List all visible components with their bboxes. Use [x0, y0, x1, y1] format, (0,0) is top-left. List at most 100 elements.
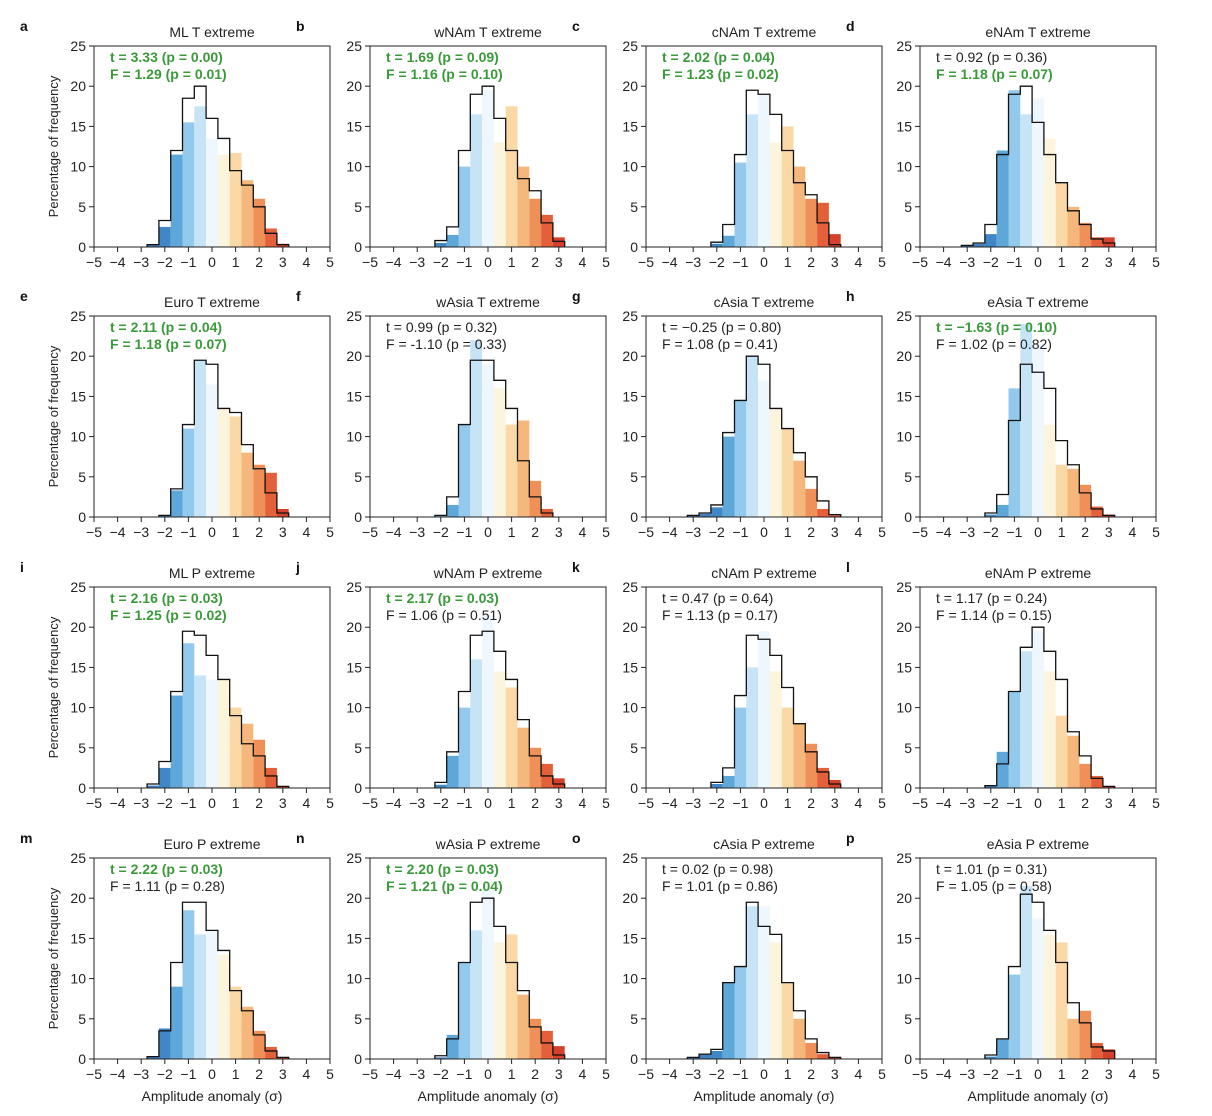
bar	[158, 1028, 171, 1059]
y-tick-label: 10	[622, 159, 638, 175]
y-tick-label: 10	[622, 700, 638, 716]
f-statistic: F = 1.11 (p = 0.28)	[110, 878, 225, 894]
bar	[793, 723, 806, 788]
x-tick-label: −3	[409, 795, 425, 811]
x-tick-label: −4	[110, 1066, 126, 1082]
y-tick-label: 15	[70, 659, 86, 675]
step-line	[686, 901, 842, 1059]
panel-b: b wNAm T extreme−5 −4 −3 −2 −1 0 1 2 3 4 5051015202…	[296, 18, 610, 270]
x-tick-label: 5	[1152, 795, 1160, 811]
x-tick-label: −4	[662, 524, 678, 540]
bar	[194, 106, 207, 247]
x-tick-label: 2	[255, 1066, 263, 1082]
x-tick-label: 0	[760, 1066, 768, 1082]
bar	[817, 767, 829, 788]
x-tick-label: −1	[1006, 1066, 1022, 1082]
x-tick-label: −5	[912, 254, 928, 270]
step-line	[434, 630, 566, 788]
bar	[1043, 934, 1056, 1059]
x-tick-label: 4	[1129, 795, 1137, 811]
bar	[996, 150, 1009, 247]
x-tick-label: −5	[638, 524, 654, 540]
bar	[769, 142, 782, 247]
y-axis-label: Percentage of frequency	[46, 887, 61, 1029]
x-tick-label: 4	[579, 254, 587, 270]
bar	[182, 122, 195, 247]
x-tick-label: 4	[855, 795, 863, 811]
x-tick-label: −3	[685, 795, 701, 811]
x-tick-label: −4	[662, 795, 678, 811]
y-tick-label: 25	[346, 308, 362, 324]
bar	[1067, 735, 1080, 788]
bar	[446, 234, 459, 247]
x-tick-label: 5	[1152, 1066, 1160, 1082]
bar	[722, 982, 735, 1059]
x-tick-label: −5	[638, 254, 654, 270]
t-statistic: t = 2.22 (p = 0.03)	[110, 861, 223, 877]
x-tick-label: −1	[456, 524, 472, 540]
panel-letter: h	[846, 288, 855, 304]
y-tick-label: 0	[78, 780, 86, 796]
x-tick-label: 2	[255, 795, 263, 811]
panel-title: eNAm P extreme	[985, 565, 1092, 581]
bar	[805, 1042, 818, 1059]
x-tick-label: 4	[579, 795, 587, 811]
bar	[182, 643, 195, 788]
x-tick-label: −1	[732, 524, 748, 540]
x-tick-label: −5	[362, 795, 378, 811]
f-statistic: F = 1.29 (p = 0.01)	[110, 66, 227, 82]
x-tick-label: −2	[983, 795, 999, 811]
panel-g: g cAsia T extreme−5 −4 −3 −2 −1 0 1 2 3 4 505101520…	[572, 288, 886, 540]
bar	[734, 400, 747, 517]
x-tick-label: 3	[1105, 254, 1113, 270]
bar	[470, 340, 483, 517]
bar	[817, 202, 829, 247]
x-tick-label: −3	[685, 254, 701, 270]
x-tick-label: −3	[133, 524, 149, 540]
bar	[710, 507, 723, 517]
y-tick-label: 25	[346, 850, 362, 866]
panel-letter: f	[296, 288, 301, 304]
x-tick-label: −2	[709, 795, 725, 811]
x-axis-label: Amplitude anomaly (σ)	[418, 1088, 559, 1104]
y-tick-label: 10	[346, 429, 362, 445]
x-tick-label: 2	[807, 1066, 815, 1082]
panel-title: eNAm T extreme	[985, 24, 1091, 40]
y-tick-label: 10	[622, 429, 638, 445]
x-tick-label: −5	[86, 1066, 102, 1082]
x-axis-label: Amplitude anomaly (σ)	[694, 1088, 835, 1104]
y-tick-label: 20	[896, 78, 912, 94]
bar	[710, 1050, 723, 1059]
y-tick-label: 5	[904, 740, 912, 756]
t-statistic: t = 3.33 (p = 0.00)	[110, 49, 223, 65]
panel-title: eAsia P extreme	[987, 836, 1090, 852]
panel-title: ML P extreme	[169, 565, 256, 581]
y-tick-label: 20	[622, 890, 638, 906]
bar	[1032, 631, 1044, 788]
x-tick-label: −4	[386, 795, 402, 811]
bar	[517, 166, 530, 247]
t-statistic: t = 2.20 (p = 0.03)	[386, 861, 499, 877]
y-tick-label: 15	[896, 388, 912, 404]
bar	[158, 767, 171, 788]
x-tick-label: −4	[110, 524, 126, 540]
y-tick-label: 25	[896, 850, 912, 866]
step-line	[146, 85, 290, 247]
x-tick-label: 0	[484, 795, 492, 811]
t-statistic: t = 2.16 (p = 0.03)	[110, 590, 223, 606]
x-tick-label: 5	[1152, 254, 1160, 270]
x-tick-label: 3	[279, 254, 287, 270]
y-tick-label: 0	[904, 239, 912, 255]
x-tick-label: 5	[602, 524, 610, 540]
bar	[961, 245, 974, 247]
y-tick-label: 20	[346, 619, 362, 635]
y-tick-label: 15	[622, 118, 638, 134]
bar	[758, 94, 770, 248]
x-tick-label: −3	[133, 254, 149, 270]
bar	[1020, 886, 1033, 1059]
bar	[170, 154, 183, 247]
panel-i: i ML P extreme−5 −4 −3 −2 −1 0 1 2 3 4 50510152025t…	[20, 559, 334, 811]
panel-p: p eAsia P extreme−5 −4 −3 −2 −1 0 1 2 3 4 505101520…	[846, 830, 1160, 1104]
x-tick-label: −4	[936, 524, 952, 540]
panel-j: j wNAm P extreme−5 −4 −3 −2 −1 0 1 2 3 4 5051015202…	[295, 559, 610, 811]
